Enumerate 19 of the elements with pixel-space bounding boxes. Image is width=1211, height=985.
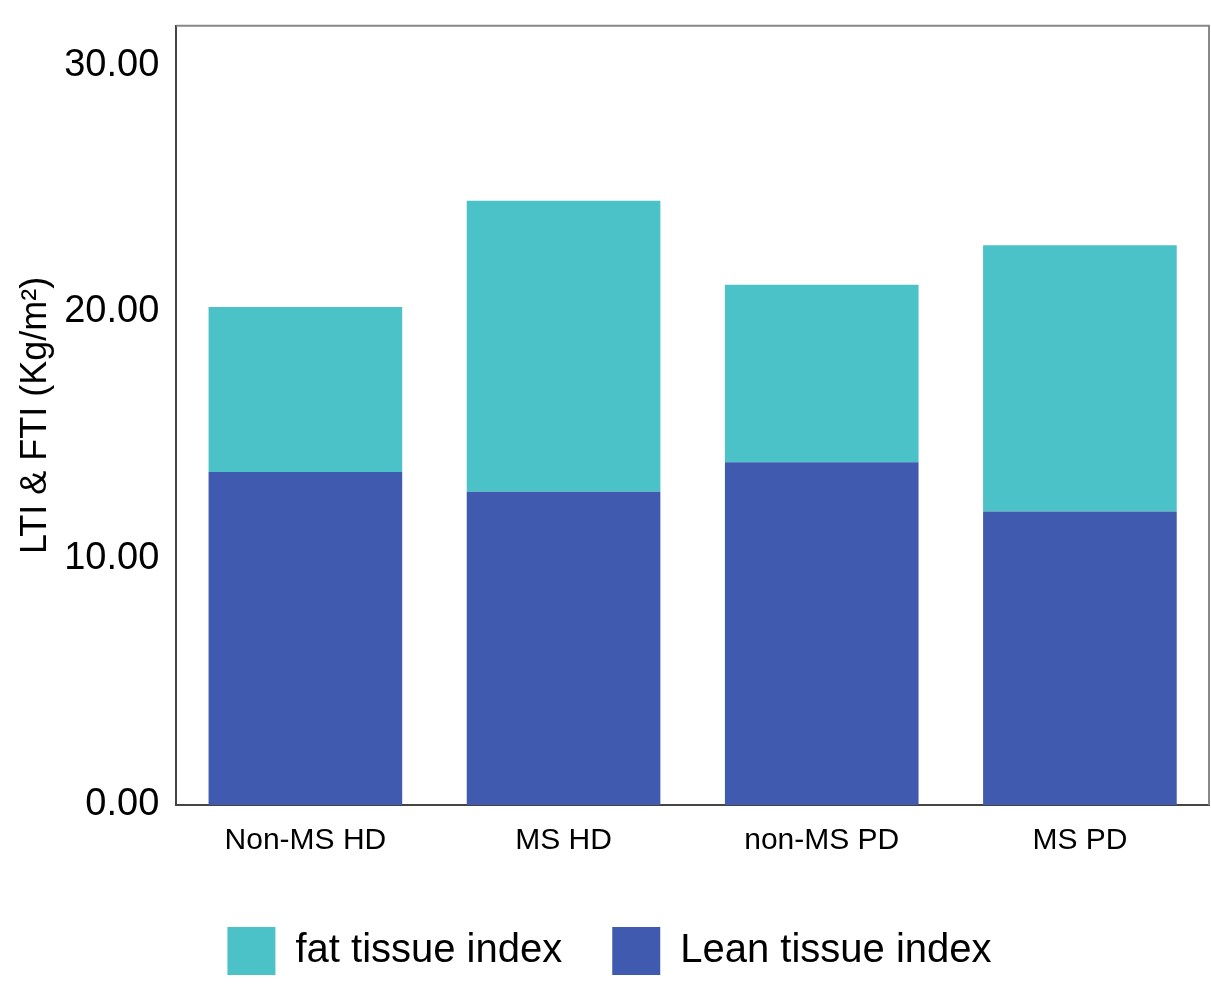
bar <box>466 200 661 492</box>
legend-label: fat tissue index <box>295 926 563 971</box>
x-tick-label: MS PD <box>1032 822 1128 856</box>
y-tick-label: 30.00 <box>64 41 160 84</box>
y-tick-label: 0.00 <box>85 781 160 824</box>
bar <box>208 472 403 805</box>
y-tick-label: 10.00 <box>64 534 160 577</box>
bar <box>724 462 919 805</box>
legend-label: Lean tissue index <box>680 926 992 971</box>
bar <box>208 306 403 473</box>
x-tick-label: Non-MS HD <box>224 822 387 856</box>
y-tick-label: 20.00 <box>64 288 160 331</box>
x-tick-label: non-MS PD <box>744 822 900 856</box>
y-axis-title: LTI & FTI (Kg/m²) <box>12 276 54 555</box>
bar <box>983 511 1177 805</box>
x-tick-label: MS HD <box>515 822 612 856</box>
bar <box>466 491 661 805</box>
bar <box>724 284 919 463</box>
bar <box>983 245 1177 512</box>
